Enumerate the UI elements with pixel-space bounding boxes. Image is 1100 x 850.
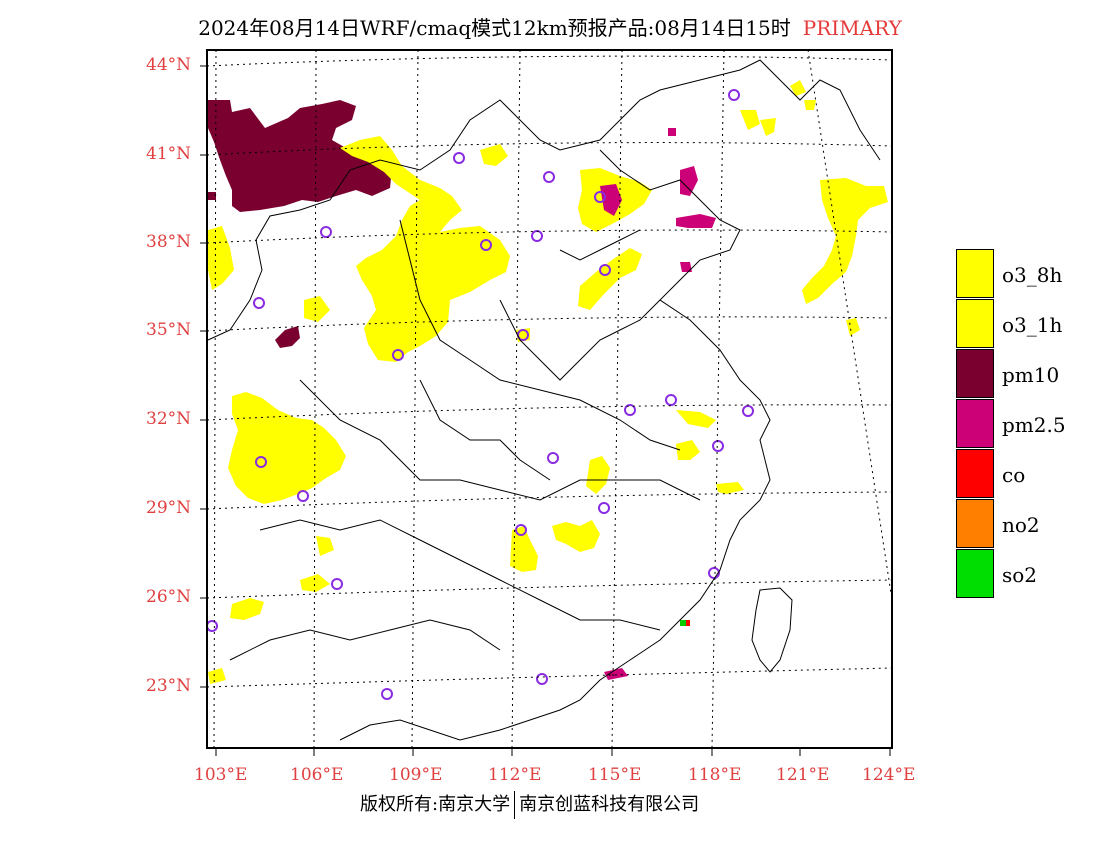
legend-swatch	[956, 549, 994, 598]
title-tag: PRIMARY	[802, 16, 902, 40]
lon-label-106: 106°E	[290, 765, 344, 785]
pm10-area	[206, 100, 392, 348]
legend-item-no2: no2	[956, 499, 1096, 549]
legend-label: co	[1002, 463, 1026, 487]
legend-item-o31h: o3_1h	[956, 299, 1096, 349]
footer-left: 版权所有:南京大学	[360, 794, 511, 815]
footer-right: 南京创蓝科技有限公司	[519, 794, 700, 815]
legend: o3_8h o3_1h pm10 pm2.5 co no2 so2	[956, 249, 1096, 599]
lon-label-115: 115°E	[588, 765, 642, 785]
so2-area	[680, 620, 690, 626]
lon-label-103: 103°E	[194, 765, 248, 785]
graticule	[206, 49, 893, 749]
legend-label: o3_8h	[1002, 263, 1063, 287]
lon-label-118: 118°E	[688, 765, 742, 785]
legend-label: pm10	[1002, 363, 1060, 387]
legend-label: o3_1h	[1002, 313, 1063, 337]
legend-label: so2	[1002, 563, 1038, 587]
legend-swatch	[956, 449, 994, 498]
legend-swatch	[956, 299, 994, 348]
legend-label: pm2.5	[1002, 413, 1066, 437]
lon-label-112: 112°E	[488, 765, 542, 785]
axis-ticks	[200, 65, 891, 756]
lon-label-109: 109°E	[389, 765, 443, 785]
footer-separator	[514, 791, 516, 819]
lat-label-32: 32°N	[146, 409, 192, 429]
lat-label-29: 29°N	[146, 498, 192, 518]
legend-swatch	[956, 399, 994, 448]
legend-item-pm10: pm10	[956, 349, 1096, 399]
lat-label-41: 41°N	[146, 144, 192, 164]
legend-item-co: co	[956, 449, 1096, 499]
map-frame	[206, 49, 893, 749]
legend-item-so2: so2	[956, 549, 1096, 599]
title-text: 2024年08月14日WRF/cmaq模式12km预报产品:08月14日15时	[198, 16, 791, 40]
province-borders	[207, 59, 881, 741]
map-title: 2024年08月14日WRF/cmaq模式12km预报产品:08月14日15时 P…	[0, 12, 1100, 41]
footer-credit: 版权所有:南京大学 南京创蓝科技有限公司	[360, 790, 699, 819]
lon-label-124: 124°E	[862, 765, 916, 785]
lat-label-23: 23°N	[146, 676, 192, 696]
legend-swatch	[956, 349, 994, 398]
o3-area	[208, 80, 888, 684]
lat-label-26: 26°N	[146, 587, 192, 607]
legend-swatch	[956, 499, 994, 548]
station-markers	[206, 89, 754, 700]
legend-label: no2	[1002, 513, 1040, 537]
lon-label-121: 121°E	[776, 765, 830, 785]
legend-item-o38h: o3_8h	[956, 249, 1096, 299]
pm25-area	[600, 128, 716, 680]
legend-item-pm25: pm2.5	[956, 399, 1096, 449]
lat-label-44: 44°N	[146, 55, 192, 75]
legend-swatch	[956, 249, 994, 298]
lat-label-38: 38°N	[146, 232, 192, 252]
lat-label-35: 35°N	[146, 320, 192, 340]
